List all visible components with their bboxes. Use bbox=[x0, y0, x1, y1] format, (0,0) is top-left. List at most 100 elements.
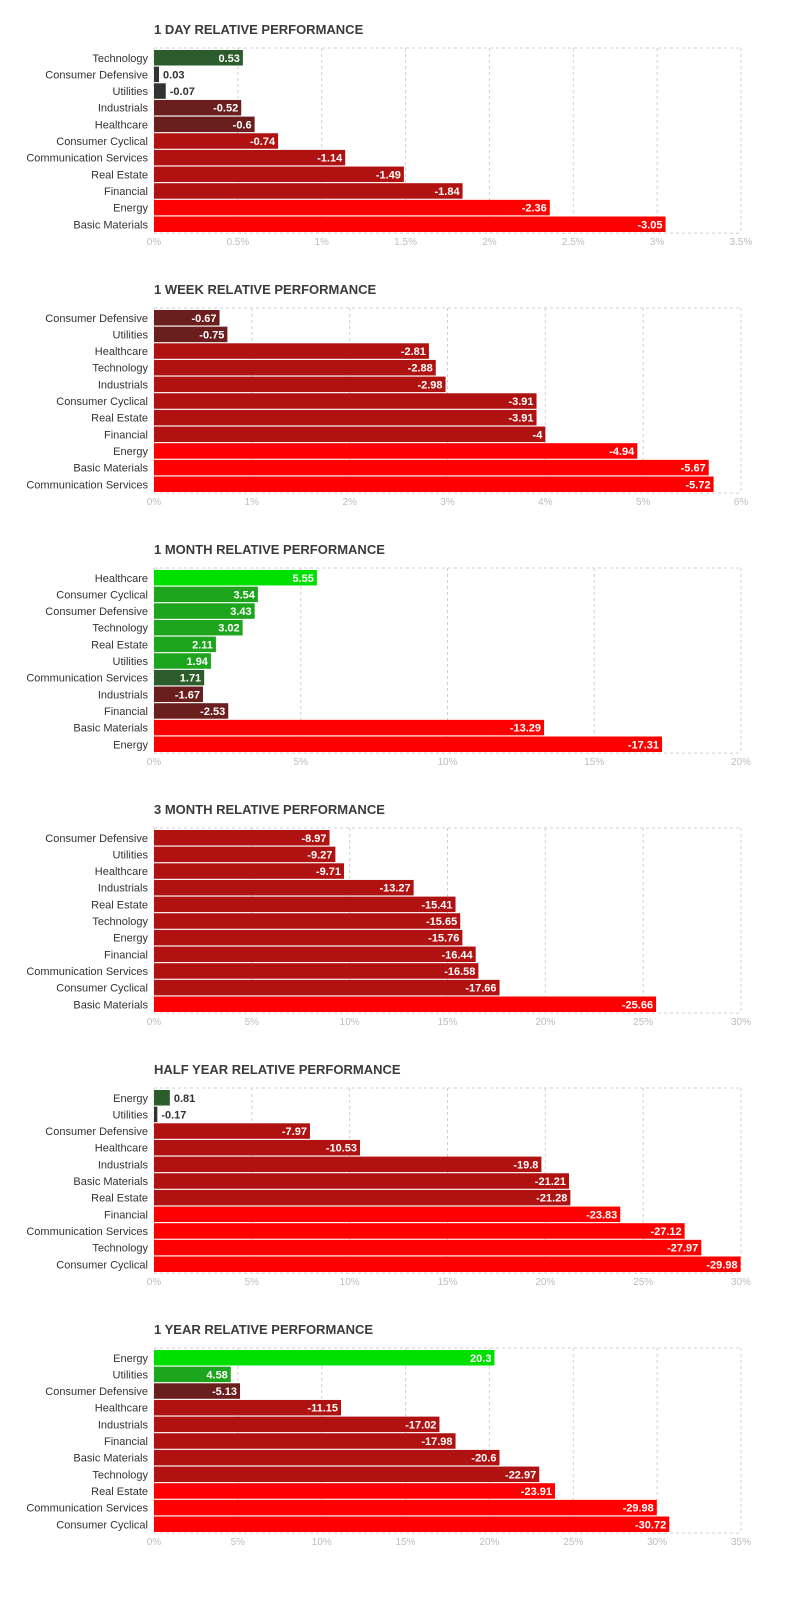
bar bbox=[154, 619, 243, 636]
value-label: -3.91 bbox=[508, 413, 533, 425]
category-label: Utilities bbox=[113, 849, 149, 861]
bar bbox=[154, 116, 255, 133]
category-label: Communication Services bbox=[26, 1503, 148, 1515]
category-label: Communication Services bbox=[26, 479, 148, 491]
value-label: -23.91 bbox=[521, 1486, 552, 1498]
value-label: -0.17 bbox=[161, 1109, 186, 1121]
bar bbox=[154, 1189, 571, 1206]
bar bbox=[154, 1123, 310, 1139]
x-tick-label: 15% bbox=[584, 757, 604, 768]
x-tick-label: 3% bbox=[440, 497, 455, 508]
category-label: Industrials bbox=[98, 883, 149, 895]
value-label: -2.98 bbox=[417, 379, 442, 391]
value-label: -23.83 bbox=[586, 1209, 617, 1221]
bar bbox=[154, 603, 255, 619]
chart-3: 1 MONTH RELATIVE PERFORMANCE 0% 5% 10% 15% 20… bbox=[26, 542, 751, 768]
category-label: Healthcare bbox=[95, 346, 148, 358]
category-label: Healthcare bbox=[95, 573, 148, 585]
value-label: 2.11 bbox=[192, 639, 213, 651]
category-label: Basic Materials bbox=[73, 999, 148, 1011]
bar bbox=[154, 896, 456, 913]
bar bbox=[154, 570, 317, 586]
bar bbox=[154, 1383, 241, 1399]
category-label: Technology bbox=[92, 916, 148, 928]
category-label: Technology bbox=[92, 623, 148, 635]
bar bbox=[154, 719, 545, 736]
bar bbox=[154, 1366, 231, 1383]
value-label: -19.8 bbox=[513, 1159, 538, 1171]
bar bbox=[154, 459, 709, 476]
bar bbox=[154, 1106, 158, 1123]
bar bbox=[154, 310, 220, 326]
category-label: Basic Materials bbox=[73, 723, 148, 735]
category-label: Consumer Defensive bbox=[45, 313, 148, 325]
category-label: Consumer Cyclical bbox=[56, 589, 148, 601]
category-label: Consumer Defensive bbox=[45, 606, 148, 618]
category-label: Industrials bbox=[98, 1419, 149, 1431]
value-label: -30.72 bbox=[635, 1519, 666, 1531]
value-label: -1.14 bbox=[317, 153, 343, 165]
bar bbox=[154, 846, 336, 863]
bar bbox=[154, 1223, 685, 1239]
category-label: Financial bbox=[104, 949, 148, 961]
x-tick-label: 2% bbox=[482, 237, 497, 248]
category-label: Financial bbox=[104, 1436, 148, 1448]
bar bbox=[154, 443, 638, 459]
x-tick-label: 0% bbox=[147, 1537, 162, 1548]
bar bbox=[154, 1416, 440, 1433]
chart-1: 1 DAY RELATIVE PERFORMANCE 0% 0.5% 1% 1.5% 2%… bbox=[26, 22, 752, 248]
value-label: -5.13 bbox=[212, 1386, 237, 1398]
bar bbox=[154, 99, 242, 116]
category-label: Basic Materials bbox=[73, 219, 148, 231]
x-tick-label: 0% bbox=[147, 1017, 162, 1028]
category-label: Communication Services bbox=[26, 153, 148, 165]
x-tick-label: 20% bbox=[535, 1277, 555, 1288]
category-label: Consumer Cyclical bbox=[56, 1259, 148, 1271]
value-label: -11.15 bbox=[307, 1403, 338, 1415]
category-label: Industrials bbox=[98, 1159, 149, 1171]
x-tick-label: 1% bbox=[245, 497, 260, 508]
category-label: Real Estate bbox=[91, 413, 148, 425]
bar bbox=[154, 929, 463, 946]
chart-title: 1 DAY RELATIVE PERFORMANCE bbox=[154, 22, 364, 37]
value-label: -9.27 bbox=[307, 849, 332, 861]
value-label: -0.6 bbox=[233, 119, 252, 131]
x-tick-label: 4% bbox=[538, 497, 553, 508]
value-label: -2.53 bbox=[200, 706, 225, 718]
chart-title: 1 MONTH RELATIVE PERFORMANCE bbox=[154, 542, 385, 557]
bar bbox=[154, 653, 211, 669]
category-label: Real Estate bbox=[91, 1486, 148, 1498]
chart-4: 3 MONTH RELATIVE PERFORMANCE 0% 5% 10% 15% 20… bbox=[26, 802, 751, 1028]
bar bbox=[154, 636, 216, 653]
bar bbox=[154, 66, 160, 83]
x-tick-label: 10% bbox=[312, 1537, 332, 1548]
value-label: -21.28 bbox=[536, 1193, 567, 1205]
category-label: Communication Services bbox=[26, 673, 148, 685]
value-label: -17.66 bbox=[465, 983, 496, 995]
value-label: -5.67 bbox=[681, 463, 706, 475]
category-label: Consumer Defensive bbox=[45, 1386, 148, 1398]
bar bbox=[154, 1239, 702, 1256]
bar bbox=[154, 83, 166, 99]
value-label: -29.98 bbox=[623, 1503, 654, 1515]
chart-title: 3 MONTH RELATIVE PERFORMANCE bbox=[154, 802, 385, 817]
bar bbox=[154, 703, 229, 719]
chart-2: 1 WEEK RELATIVE PERFORMANCE 0% 1% 2% 3% 4% 5% 6… bbox=[26, 282, 748, 508]
value-label: 1.94 bbox=[187, 656, 209, 668]
bar bbox=[154, 686, 204, 703]
value-label: -21.21 bbox=[535, 1176, 566, 1188]
bar bbox=[154, 1156, 542, 1173]
bar bbox=[154, 1433, 456, 1449]
bar bbox=[154, 863, 344, 879]
value-label: -2.88 bbox=[408, 363, 433, 375]
x-tick-label: 15% bbox=[437, 1277, 457, 1288]
category-label: Energy bbox=[113, 203, 148, 215]
bar bbox=[154, 946, 476, 963]
bar bbox=[154, 376, 446, 393]
x-tick-label: 5% bbox=[636, 497, 651, 508]
bar bbox=[154, 1139, 361, 1156]
bar bbox=[154, 166, 404, 183]
value-label: -8.97 bbox=[301, 833, 326, 845]
value-label: -15.65 bbox=[426, 916, 457, 928]
category-label: Real Estate bbox=[91, 169, 148, 181]
